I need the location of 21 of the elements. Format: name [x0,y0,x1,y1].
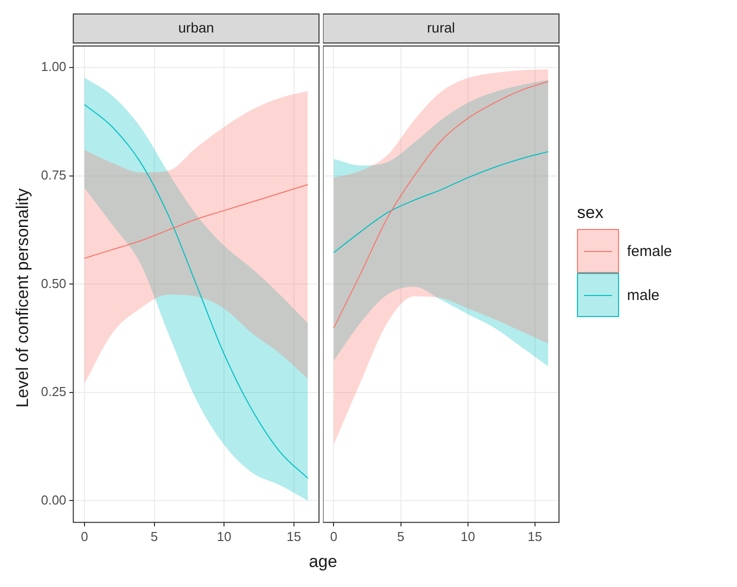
y-axis-title: Level of conficent personality [13,188,33,408]
y-tick-label: 0.25 [40,384,66,400]
x-tick-label: 0 [80,528,88,544]
legend-title: sex [577,203,604,223]
x-tick-label: 15 [528,528,542,544]
x-tick-label: 0 [330,528,338,544]
y-tick-label: 0.50 [40,276,66,291]
legend-label: female [627,242,672,260]
x-axis-title: age [308,552,338,572]
y-tick-label: 0.00 [40,492,66,508]
y-tick-label: 0.75 [40,168,66,183]
x-tick-label: 5 [150,528,158,544]
x-tick-label: 5 [397,528,404,544]
x-tick-label: 15 [286,528,302,544]
x-tick-label: 10 [216,528,232,544]
chart-title: rural [426,19,456,36]
line-series [84,184,308,259]
x-tick-label: 10 [460,528,476,544]
legend-label: male [627,286,660,304]
chart-title: urban [178,19,214,36]
y-tick-label: 1.00 [40,59,66,74]
